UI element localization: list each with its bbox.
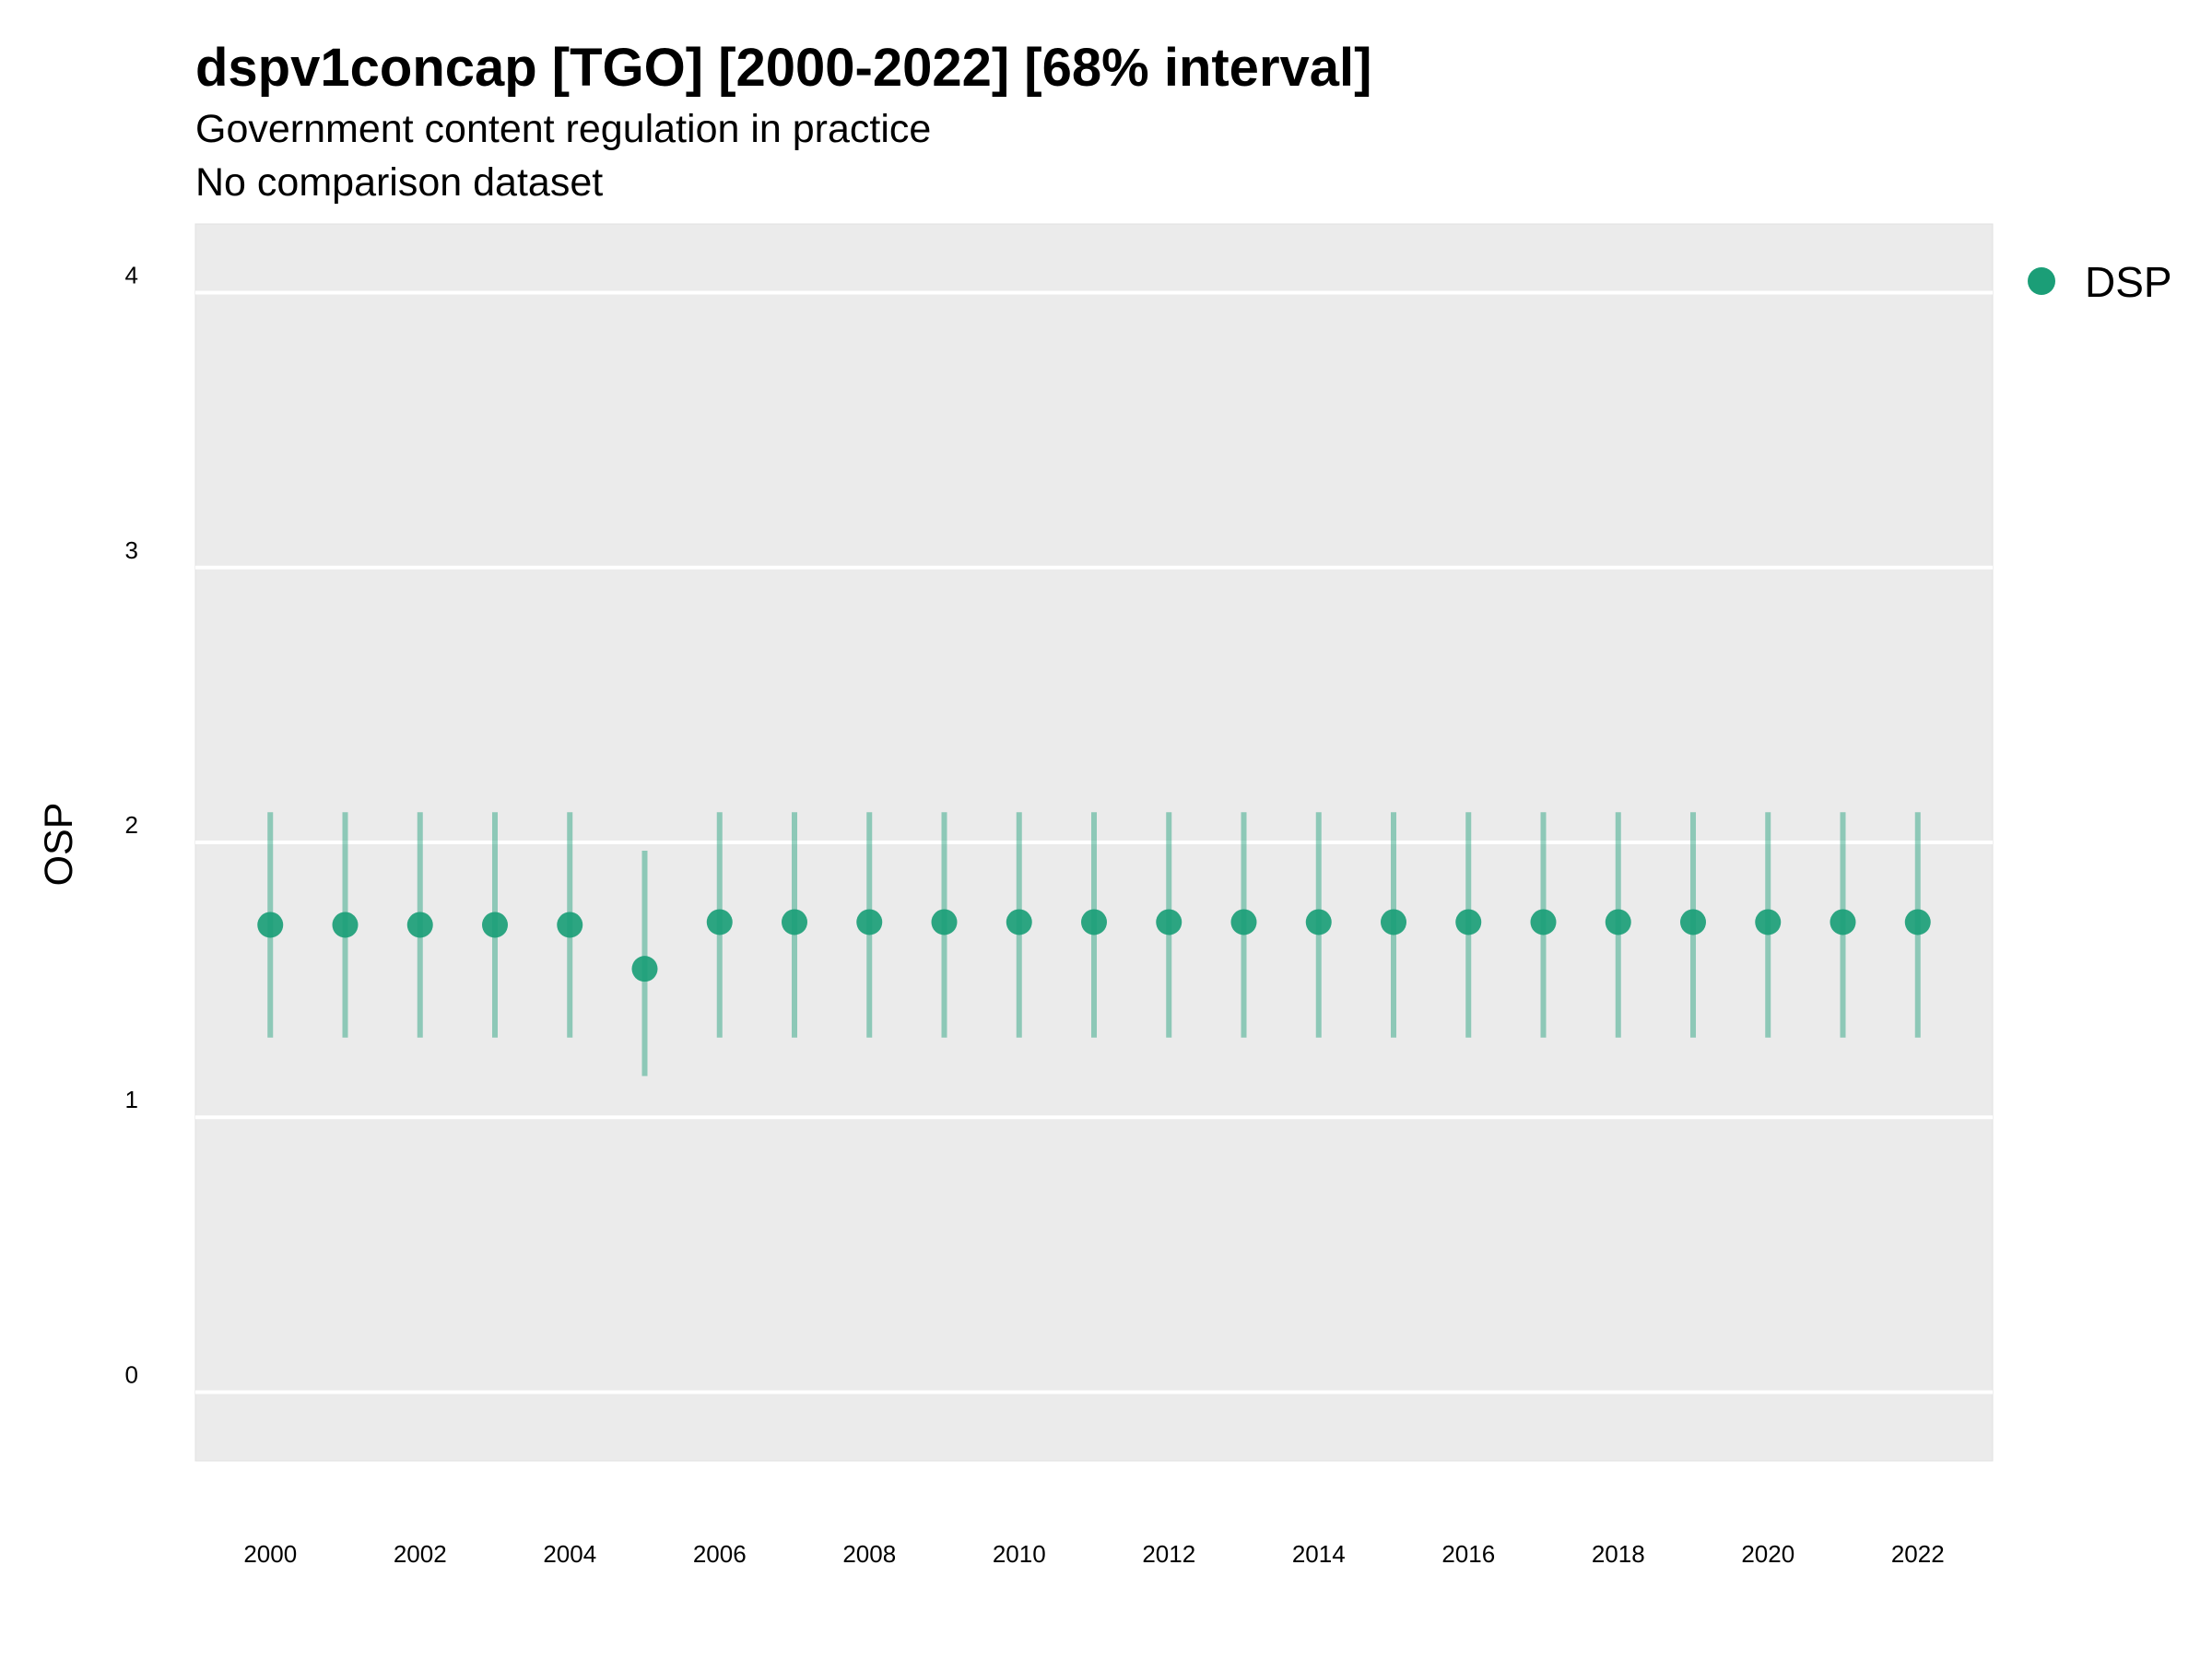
y-tick-label: 4 bbox=[125, 262, 138, 289]
data-point bbox=[332, 912, 359, 938]
data-point bbox=[631, 956, 658, 982]
data-point bbox=[257, 912, 284, 938]
data-point bbox=[706, 909, 733, 935]
data-point bbox=[1755, 909, 1782, 935]
x-tick-label: 2004 bbox=[543, 1540, 596, 1568]
data-point bbox=[1455, 909, 1482, 935]
data-point bbox=[1006, 909, 1032, 935]
data-point bbox=[1381, 909, 1406, 935]
x-tick-label: 2018 bbox=[1592, 1540, 1645, 1568]
data-points bbox=[257, 909, 1931, 982]
legend: DSP bbox=[2028, 258, 2172, 306]
x-tick-label: 2010 bbox=[993, 1540, 1046, 1568]
y-tick-label: 0 bbox=[125, 1360, 138, 1388]
x-tick-label: 2000 bbox=[243, 1540, 297, 1568]
y-tick-label: 2 bbox=[125, 811, 138, 839]
y-tick-label: 3 bbox=[125, 536, 138, 564]
data-point bbox=[557, 912, 583, 938]
chart-subtitle: Government content regulation in practic… bbox=[195, 107, 932, 151]
x-tick-label: 2020 bbox=[1741, 1540, 1794, 1568]
data-point bbox=[931, 909, 958, 935]
x-tick-label: 2016 bbox=[1441, 1540, 1495, 1568]
data-point bbox=[1680, 909, 1706, 935]
x-tick-label: 2014 bbox=[1292, 1540, 1346, 1568]
legend-marker-dsp bbox=[2028, 267, 2055, 295]
data-point bbox=[1081, 909, 1107, 935]
data-point bbox=[1605, 909, 1631, 935]
x-tick-label: 2012 bbox=[1142, 1540, 1195, 1568]
x-tick-label: 2002 bbox=[394, 1540, 447, 1568]
x-tick-label: 2008 bbox=[842, 1540, 896, 1568]
grid-lines bbox=[195, 290, 1993, 1394]
data-point bbox=[1904, 909, 1931, 935]
data-point bbox=[1830, 909, 1856, 935]
legend-label-dsp: DSP bbox=[2085, 258, 2172, 306]
data-point bbox=[406, 912, 433, 938]
data-point bbox=[1156, 909, 1182, 935]
chart-subtitle-secondary: No comparison dataset bbox=[195, 160, 604, 205]
chart-title: dspv1concap [TGO] [2000-2022] [68% inter… bbox=[195, 38, 1372, 98]
x-tick-label: 2022 bbox=[1891, 1540, 1945, 1568]
x-tick-label: 2006 bbox=[693, 1540, 747, 1568]
y-tick-label: 1 bbox=[125, 1086, 138, 1113]
data-point bbox=[1305, 909, 1332, 935]
x-axis-ticks: 2000 2002 2004 2006 2008 2010 2012 2014 2016 2018… bbox=[243, 1540, 1944, 1568]
y-axis-ticks: 0 1 2 3 4 bbox=[125, 262, 138, 1389]
data-point bbox=[1230, 909, 1257, 935]
y-axis-label: OSP bbox=[37, 803, 81, 887]
data-point bbox=[782, 909, 807, 935]
data-point bbox=[1530, 909, 1557, 935]
data-point bbox=[856, 909, 883, 935]
data-point bbox=[482, 912, 508, 938]
